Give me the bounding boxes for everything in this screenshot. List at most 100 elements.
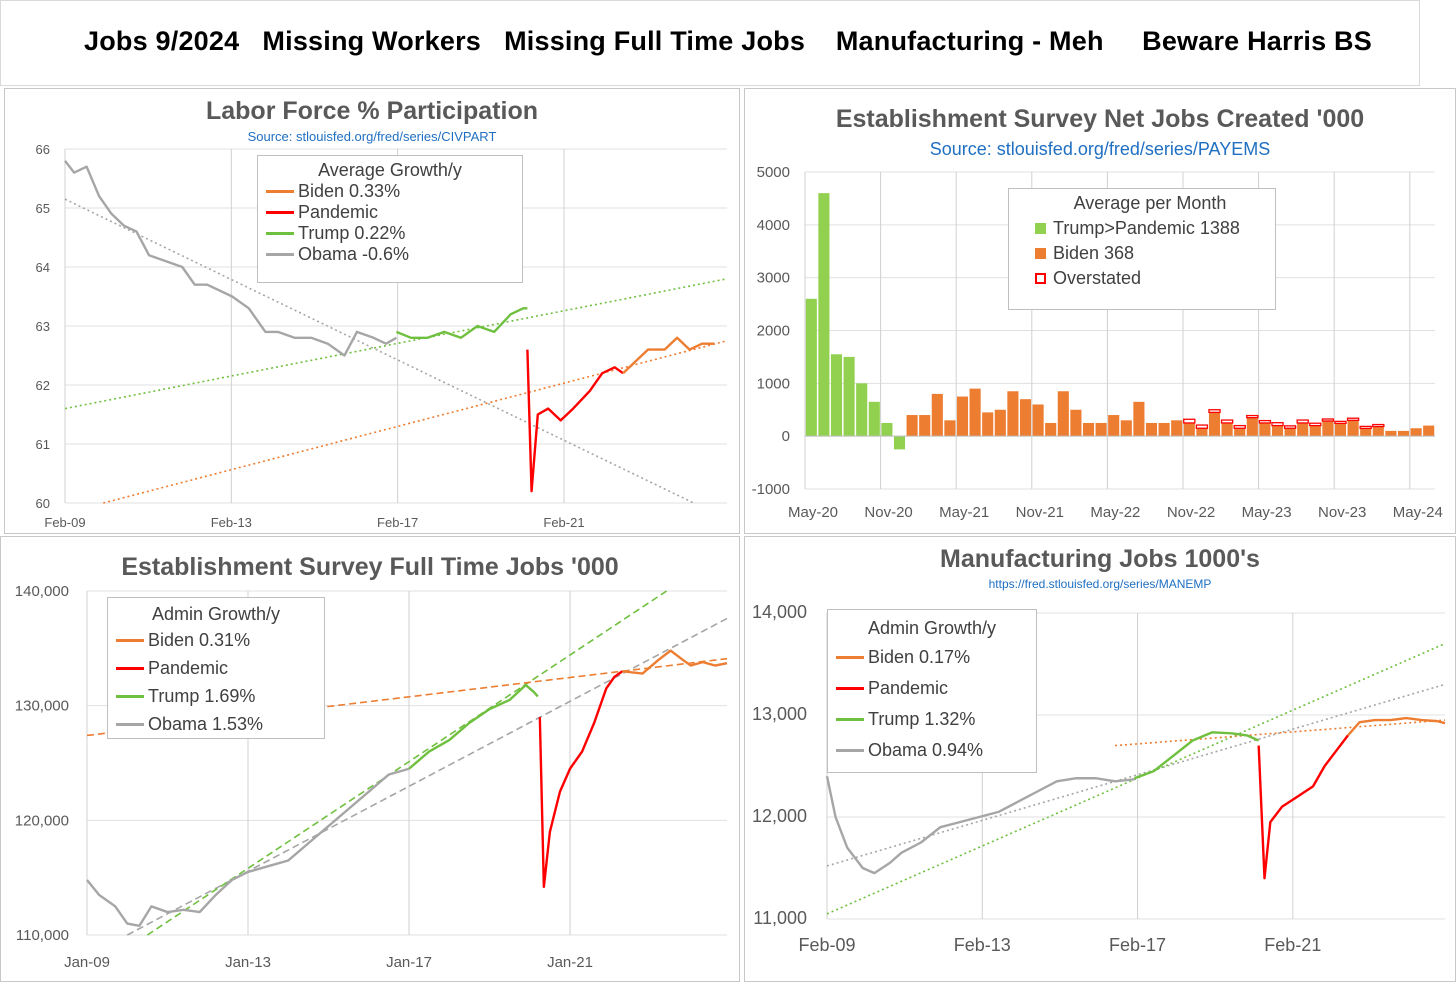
net-bar-biden [956,396,969,437]
ft-y-tick-label: 140,000 [15,583,69,600]
mfg-legend-pandemic: Pandemic [836,673,1028,704]
overstated-swatch [1035,273,1046,284]
page-title: Jobs 9/2024 Missing Workers Missing Full… [84,26,1372,56]
biden-swatch [116,638,144,642]
net-bar-trump [893,436,906,450]
net-bar-overstated [1183,418,1196,424]
mfg-x-tick-label: Feb-17 [1109,935,1166,955]
mfg-legend-obama-label: Obama 0.94% [868,740,984,760]
net-bar-trump [843,356,855,437]
net-legend-overstated: Overstated [1035,268,1265,289]
net-bar-overstated [1359,425,1372,430]
lfp-series-pandemic [526,349,624,493]
lfp-title: Labor Force % Participation [205,97,538,125]
net-bar-biden [1397,430,1410,437]
lfp-x-tick-label: Feb-17 [377,515,418,530]
lfp-legend: Average Growth/y Biden 0.33% Pandemic Tr… [257,155,523,283]
mfg-trendline-biden [1114,719,1446,747]
net-bar-biden [1334,422,1347,437]
ft-legend-biden: Biden 0.31% [116,626,316,654]
net-y-tick-label: 2000 [757,323,790,340]
net-x-tick-label: Nov-22 [1167,504,1215,521]
lfp-x-tick-label: Feb-13 [211,515,252,530]
trump-swatch [266,232,294,235]
net-bar-biden [1032,404,1044,437]
net-jobs-legend: Average per Month Trump>Pandemic 1388 Bi… [1008,188,1276,310]
net-bar-biden [1070,409,1082,437]
mfg-series-trump [1134,731,1260,780]
ft-legend-trump: Trump 1.69% [116,682,316,710]
net-x-tick-label: May-21 [939,504,989,521]
lfp-source: Source: stlouisfed.org/fred/series/CIVPA… [247,129,497,144]
net-bar-overstated [1208,409,1221,414]
net-x-tick-label: Nov-23 [1318,504,1366,521]
ft-legend-pandemic-label: Pandemic [148,658,229,678]
net-jobs-title: Establishment Survey Net Jobs Created '0… [835,105,1365,133]
biden-swatch [836,656,864,659]
net-bar-biden [944,420,956,437]
net-legend-biden: Biden 368 [1035,243,1265,264]
net-bar-biden [1372,425,1384,437]
net-bar-biden [906,415,918,437]
lfp-trendline-trump [64,278,728,410]
ft-legend-trump-label: Trump 1.69% [148,686,256,706]
net-bar-biden [1284,428,1296,437]
mfg-series-biden [1347,716,1446,737]
trump-swatch [116,694,144,698]
ft-legend-obama: Obama 1.53% [116,710,316,738]
net-bar-overstated [1195,424,1209,429]
net-legend-trump-label: Trump>Pandemic 1388 [1053,218,1240,238]
full-time-chart: 110,000 120,000 130,000 140,000 Jan-09 Jan-13… [15,583,728,971]
net-bar-biden [1108,415,1120,437]
ft-series-pandemic [538,670,624,889]
ft-legend-pandemic: Pandemic [116,654,316,682]
net-bar-biden [1057,391,1069,437]
ft-legend-obama-label: Obama 1.53% [148,714,264,734]
net-x-tick-label: Nov-20 [864,504,912,521]
net-bar-biden [982,412,994,437]
lfp-legend-trump: Trump 0.22% [266,223,514,244]
lfp-series-obama [64,160,398,357]
net-y-tick-label: 4000 [757,217,790,234]
title-banner [0,0,1420,86]
net-bar-biden [1183,422,1195,437]
manufacturing-panel: 11,000 12,000 13,000 14,000 Feb-09 Feb-13 Feb-… [744,536,1456,982]
net-bar-biden [919,415,931,437]
manufacturing-legend-title: Admin Growth/y [867,618,997,638]
ft-x-tick-label: Jan-09 [64,954,110,971]
net-bar-biden [1095,422,1107,437]
net-bar-overstated [1258,419,1272,424]
net-bar-biden [1158,422,1170,437]
lfp-y-tick-label: 60 [36,496,50,511]
mfg-series-pandemic [1257,734,1349,880]
mfg-trendline-obama [826,683,1446,867]
net-bar-biden [1410,428,1422,437]
mfg-x-tick-label: Feb-09 [798,935,855,955]
net-bar-biden [1309,425,1321,437]
lfp-legend-pandemic: Pandemic [266,202,514,223]
lfp-legend-obama-label: Obama -0.6% [298,244,410,264]
pandemic-swatch [836,687,864,690]
net-bar-trump [805,298,817,437]
net-x-tick-label: May-22 [1090,504,1140,521]
net-bar-biden [994,409,1006,437]
net-bar-biden [931,393,943,437]
mfg-legend-pandemic-label: Pandemic [868,678,949,698]
manufacturing-title: Manufacturing Jobs 1000's [940,545,1260,573]
lfp-series-biden [622,336,715,375]
net-jobs-source: Source: stlouisfed.org/fred/series/PAYEM… [929,139,1271,159]
net-y-tick-label: 3000 [757,270,790,287]
biden-swatch [266,190,294,193]
net-x-tick-label: May-23 [1242,504,1292,521]
lfp-x-tick-label: Feb-09 [44,515,85,530]
lfp-legend-trump-label: Trump 0.22% [298,223,406,243]
lfp-y-tick-label: 62 [36,378,50,393]
lfp-trendline-obama [64,198,695,504]
ft-x-tick-label: Jan-21 [547,954,593,971]
net-bar-overstated [1283,425,1297,429]
mfg-y-tick-label: 12,000 [752,806,807,826]
mfg-x-tick-label: Feb-13 [954,935,1011,955]
net-bar-biden [1271,425,1284,437]
full-time-panel: 110,000 120,000 130,000 140,000 Jan-09 Jan-13… [0,536,740,982]
net-bar-overstated [1321,418,1335,422]
